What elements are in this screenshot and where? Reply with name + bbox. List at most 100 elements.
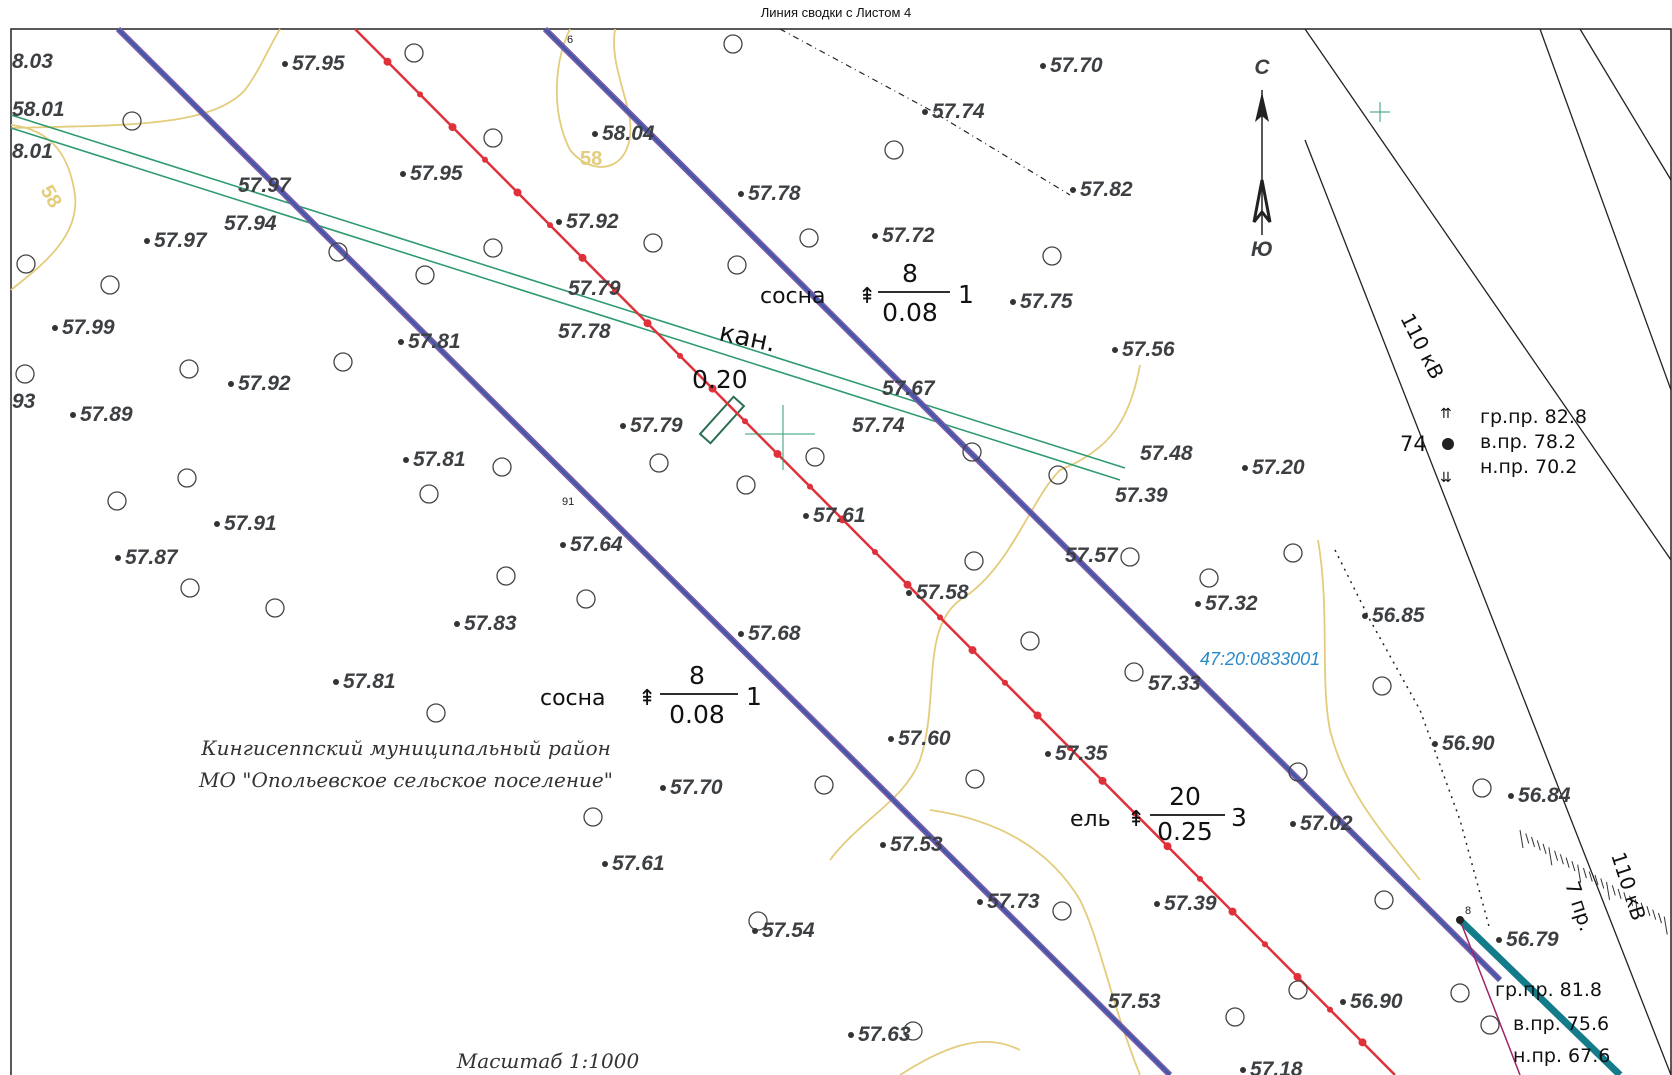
elevation-label: 57.39 bbox=[1115, 484, 1168, 507]
survey-circle bbox=[419, 484, 439, 504]
survey-circle bbox=[1450, 983, 1470, 1003]
elevation-point bbox=[1112, 347, 1118, 353]
north-label: С bbox=[1254, 56, 1270, 79]
pole-n: н.пр. 67.6 bbox=[1513, 1045, 1610, 1067]
survey-circle bbox=[1124, 662, 1144, 682]
elevation-label: 57.39 bbox=[1164, 892, 1217, 915]
utility-segment bbox=[1457, 917, 1623, 1075]
elevation-point bbox=[1432, 741, 1438, 747]
survey-circle bbox=[107, 491, 127, 511]
contour-label: 58 bbox=[36, 182, 66, 212]
tick-mark bbox=[1629, 895, 1634, 906]
survey-circle bbox=[965, 769, 985, 789]
elevation-point bbox=[1070, 187, 1076, 193]
elevation-point bbox=[738, 191, 744, 197]
elevation-label: 57.79 bbox=[630, 414, 683, 437]
dash-dot-line bbox=[779, 28, 1071, 196]
pipeline-node bbox=[677, 352, 683, 359]
elevation-label: 57.57 bbox=[1065, 544, 1119, 567]
elevation-label: 57.75 bbox=[1020, 290, 1073, 313]
elevation-label: 57.54 bbox=[762, 919, 815, 942]
pipeline-node bbox=[547, 222, 553, 229]
elevation-point bbox=[1154, 901, 1160, 907]
elevation-label: 57.64 bbox=[570, 533, 623, 556]
tick-mark bbox=[1565, 857, 1570, 868]
elevation-label: 57.81 bbox=[343, 670, 396, 693]
tick-mark bbox=[1594, 874, 1599, 886]
district-name: Кингисеппский муниципальный район bbox=[200, 736, 611, 760]
contour-label: 58 bbox=[580, 148, 602, 170]
contour-lines bbox=[10, 28, 1421, 1075]
elevation-point bbox=[660, 785, 666, 791]
sheet-join-title: Линия сводки с Листом 4 bbox=[760, 5, 912, 20]
elevation-label: 57.73 bbox=[987, 890, 1040, 913]
tick-mark bbox=[1571, 861, 1576, 872]
elevation-point bbox=[592, 131, 598, 137]
survey-circle bbox=[177, 468, 197, 488]
survey-circle bbox=[962, 442, 982, 462]
tree-species: ель bbox=[1070, 807, 1111, 832]
tree-height: 20 bbox=[1169, 782, 1201, 811]
tick-mark bbox=[1554, 850, 1559, 861]
elevation-label: 56.90 bbox=[1442, 732, 1495, 755]
north-arrow: С Ю bbox=[1251, 56, 1273, 261]
pipeline-node bbox=[1358, 1038, 1367, 1047]
elevation-label: 57.89 bbox=[80, 403, 133, 426]
pipeline-node bbox=[1327, 1006, 1333, 1013]
pipeline-node bbox=[1262, 941, 1268, 948]
elevation-label: 57.02 bbox=[1300, 812, 1353, 835]
elevation-point bbox=[848, 1032, 854, 1038]
tick-mark bbox=[1657, 912, 1662, 924]
elevation-point bbox=[1290, 821, 1296, 827]
survey-circle bbox=[404, 43, 424, 63]
elevation-point bbox=[803, 513, 809, 519]
tick-mark bbox=[1617, 888, 1622, 899]
elevation-point bbox=[1496, 937, 1502, 943]
elevation-label: 57.35 bbox=[1055, 742, 1108, 765]
elevation-point bbox=[214, 521, 220, 527]
svg-text:⇈: ⇈ bbox=[1440, 406, 1452, 422]
elevation-label: 57.97 bbox=[238, 174, 292, 197]
elevation-point bbox=[1508, 793, 1514, 799]
power-line-label: 110 кВ bbox=[1396, 309, 1449, 383]
elevation-label: 56.84 bbox=[1518, 784, 1571, 807]
pipeline-node bbox=[807, 483, 813, 490]
survey-circle bbox=[1372, 676, 1392, 696]
elevation-label: 56.79 bbox=[1506, 928, 1559, 951]
elevation-point bbox=[977, 899, 983, 905]
survey-circle bbox=[328, 242, 348, 262]
municipality-name: МО "Опольевское сельское поселение" bbox=[198, 768, 613, 792]
pipeline-node bbox=[773, 449, 782, 458]
survey-circle bbox=[16, 254, 36, 274]
tick-mark bbox=[1588, 871, 1593, 882]
elevation-point bbox=[922, 109, 928, 115]
survey-circle bbox=[1480, 1015, 1500, 1035]
survey-circle bbox=[265, 598, 285, 618]
elevation-label: 57.18 bbox=[1250, 1058, 1303, 1075]
elevation-label: 57.48 bbox=[1140, 442, 1193, 465]
tick-mark bbox=[1623, 892, 1628, 903]
pipeline-node bbox=[578, 253, 587, 262]
elevation-points bbox=[52, 61, 1514, 1073]
elevation-label: 57.79 bbox=[568, 277, 621, 300]
tree-height: 8 bbox=[689, 661, 705, 690]
survey-circle bbox=[483, 238, 503, 258]
tick-mark bbox=[1646, 906, 1651, 917]
cadastral-boundaries bbox=[115, 26, 1503, 1075]
pipeline-node bbox=[1033, 711, 1042, 720]
tree-height: 8 bbox=[902, 259, 918, 288]
tick-mark bbox=[1525, 833, 1530, 844]
survey-circle bbox=[727, 255, 747, 275]
survey-circle bbox=[1048, 465, 1068, 485]
svg-text:⇞: ⇞ bbox=[858, 284, 876, 309]
pipeline-node bbox=[1197, 875, 1203, 882]
elevation-label: 57.53 bbox=[890, 833, 943, 856]
elevation-label: 57.94 bbox=[224, 212, 277, 235]
elevation-point bbox=[602, 861, 608, 867]
pole-v: в.пр. 78.2 bbox=[1480, 431, 1576, 453]
south-label: Ю bbox=[1251, 238, 1273, 261]
elevation-label: 57.87 bbox=[125, 546, 179, 569]
tick-mark bbox=[1582, 867, 1587, 879]
elevation-point bbox=[1010, 299, 1016, 305]
